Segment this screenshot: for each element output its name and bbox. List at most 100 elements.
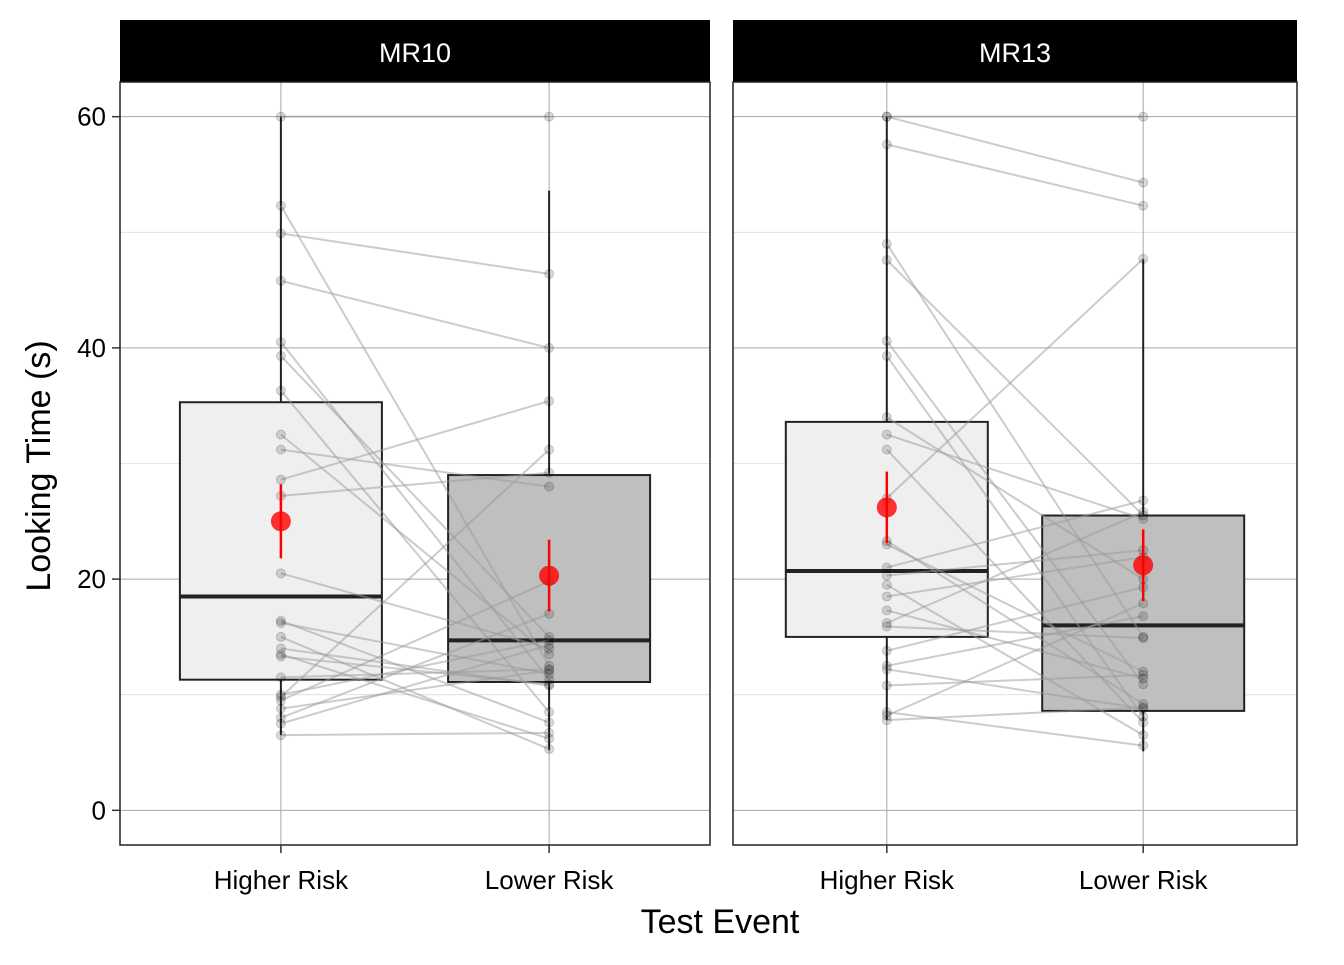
data-point [275,712,286,723]
facet-strip-label: MR13 [979,38,1051,68]
data-point [881,444,892,455]
data-point [1138,510,1149,521]
data-point [1138,200,1149,211]
data-point [881,621,892,632]
data-point [881,562,892,573]
panel-border [732,81,1298,846]
data-point [881,664,892,675]
pair-line [280,232,550,275]
data-point [881,579,892,590]
data-point [544,111,555,122]
data-point [881,605,892,616]
data-point [544,640,555,651]
data-point [275,631,286,642]
data-point [544,707,555,718]
pair-line [886,602,1144,717]
data-point [544,649,555,660]
pair-line [280,644,550,725]
pair-line [886,625,1144,640]
data-point [275,703,286,714]
data-point [881,660,892,671]
data-point [544,665,555,676]
data-point [1138,740,1149,751]
pair-line [886,609,1144,680]
data-point [881,111,892,122]
pair-line [886,586,1144,652]
data-point [544,744,555,755]
pair-line [886,416,1144,580]
data-point [275,337,286,348]
data-point [1138,703,1149,714]
data-point [275,718,286,729]
data-point [544,631,555,642]
data-point [544,643,555,654]
data-point [544,679,555,690]
data-point [544,396,555,407]
pair-line [885,355,1145,718]
y-axis-title: Looking Time (s) [20,340,58,591]
pair-line [280,622,550,675]
data-point [275,568,286,579]
mean-point [539,565,560,586]
data-point [881,238,892,249]
pair-line [280,341,550,681]
data-point [881,591,892,602]
x-tick-label: Lower Risk [485,865,615,895]
data-point [881,429,892,440]
data-point [881,139,892,150]
data-point [544,342,555,353]
facet-strip-label: MR10 [379,38,451,68]
x-tick-label: Lower Risk [1079,865,1209,895]
pair-line [280,448,550,488]
data-point [881,412,892,423]
data-point [1138,717,1149,728]
data-point [275,200,286,211]
data-point [1138,673,1149,684]
data-point [1138,679,1149,690]
data-point [544,668,555,679]
data-point [1138,711,1149,722]
pair-line [886,615,1144,667]
pair-line [885,243,1145,638]
y-tick-label: 60 [77,102,106,132]
pair-line [280,471,550,497]
data-point [275,474,286,485]
data-point [275,651,286,662]
data-point [881,707,892,718]
x-axis-title: Test Event [641,903,800,941]
facet-mr13: MR13 Higher Risk Lower Risk [732,20,1298,895]
pair-line [280,279,550,349]
mean-point [270,511,291,532]
data-point [881,350,892,361]
data-point [544,664,555,675]
data-point [1138,702,1149,713]
data-point [275,615,286,626]
data-point [275,444,286,455]
data-point [275,275,286,286]
pair-line [280,400,550,481]
data-point [544,635,555,646]
pair-line [886,674,1144,687]
pair-line [280,639,550,696]
pair-line [886,543,1144,673]
data-point [544,660,555,671]
panel-border [119,81,711,846]
data-point [544,674,555,685]
x-tick-label: Higher Risk [820,865,955,895]
y-tick-label: 20 [77,564,106,594]
data-point [1138,631,1149,642]
facet-strip [733,20,1297,82]
data-point [1138,495,1149,506]
pair-line [280,619,550,724]
facet-mr10: MR10 Higher Risk Lower Risk [119,20,711,895]
data-point [544,680,555,691]
data-point [881,618,892,629]
data-point [544,444,555,455]
pair-line [280,668,550,679]
data-point [275,429,286,440]
data-point [881,255,892,266]
pair-line [280,653,550,740]
data-point [544,733,555,744]
data-point [1138,666,1149,677]
pair-line [886,115,1144,184]
